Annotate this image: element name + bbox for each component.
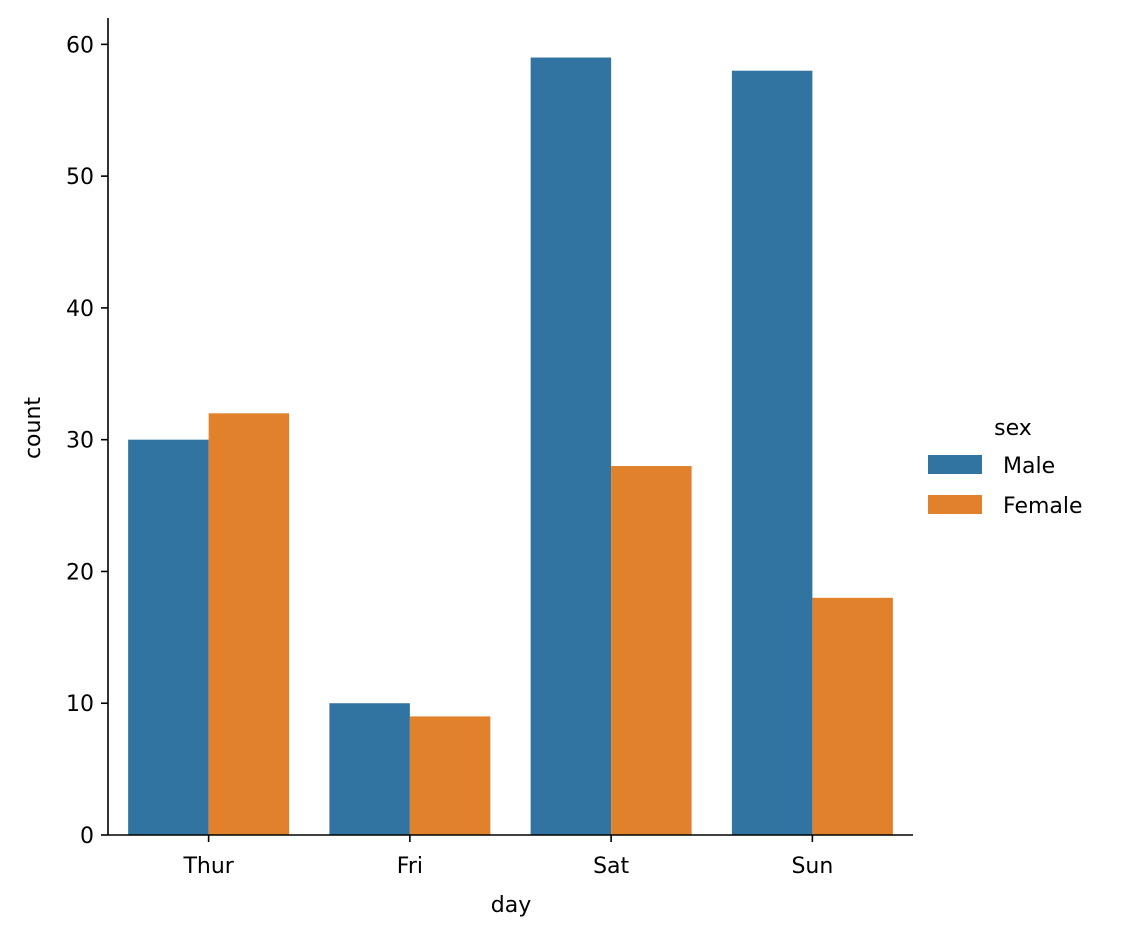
bar-female-sat — [611, 466, 692, 835]
y-axis-label: count — [21, 397, 46, 459]
y-axis: 0 10 20 30 40 50 60 — [66, 18, 109, 849]
x-tick-label: Sat — [593, 854, 629, 879]
bar-male-fri — [329, 703, 410, 835]
legend-swatch-male — [928, 455, 982, 474]
x-tick-label: Thur — [182, 854, 234, 879]
x-tick-label: Fri — [397, 854, 423, 879]
legend-title: sex — [994, 416, 1032, 441]
x-tick-label: Sun — [791, 854, 833, 879]
bars-layer — [128, 57, 893, 835]
legend: sex Male Female — [928, 416, 1083, 519]
bar-female-thur — [208, 413, 290, 835]
bar-male-thur — [128, 439, 209, 835]
y-tick-label: 60 — [66, 33, 94, 58]
bar-female-fri — [409, 716, 491, 835]
x-axis-label: day — [491, 893, 531, 918]
y-tick-label: 20 — [66, 560, 94, 585]
x-axis: Thur Fri Sat Sun — [108, 834, 913, 879]
bar-female-sun — [812, 597, 893, 835]
legend-label-female: Female — [1003, 494, 1083, 519]
y-tick-label: 10 — [66, 692, 94, 717]
legend-swatch-female — [928, 495, 982, 514]
bar-male-sun — [731, 70, 813, 835]
y-tick-label: 0 — [80, 824, 94, 849]
y-tick-label: 30 — [66, 429, 94, 454]
legend-label-male: Male — [1003, 454, 1055, 479]
y-tick-label: 40 — [66, 297, 94, 322]
y-tick-label: 50 — [66, 165, 94, 190]
bar-male-sat — [530, 57, 612, 835]
